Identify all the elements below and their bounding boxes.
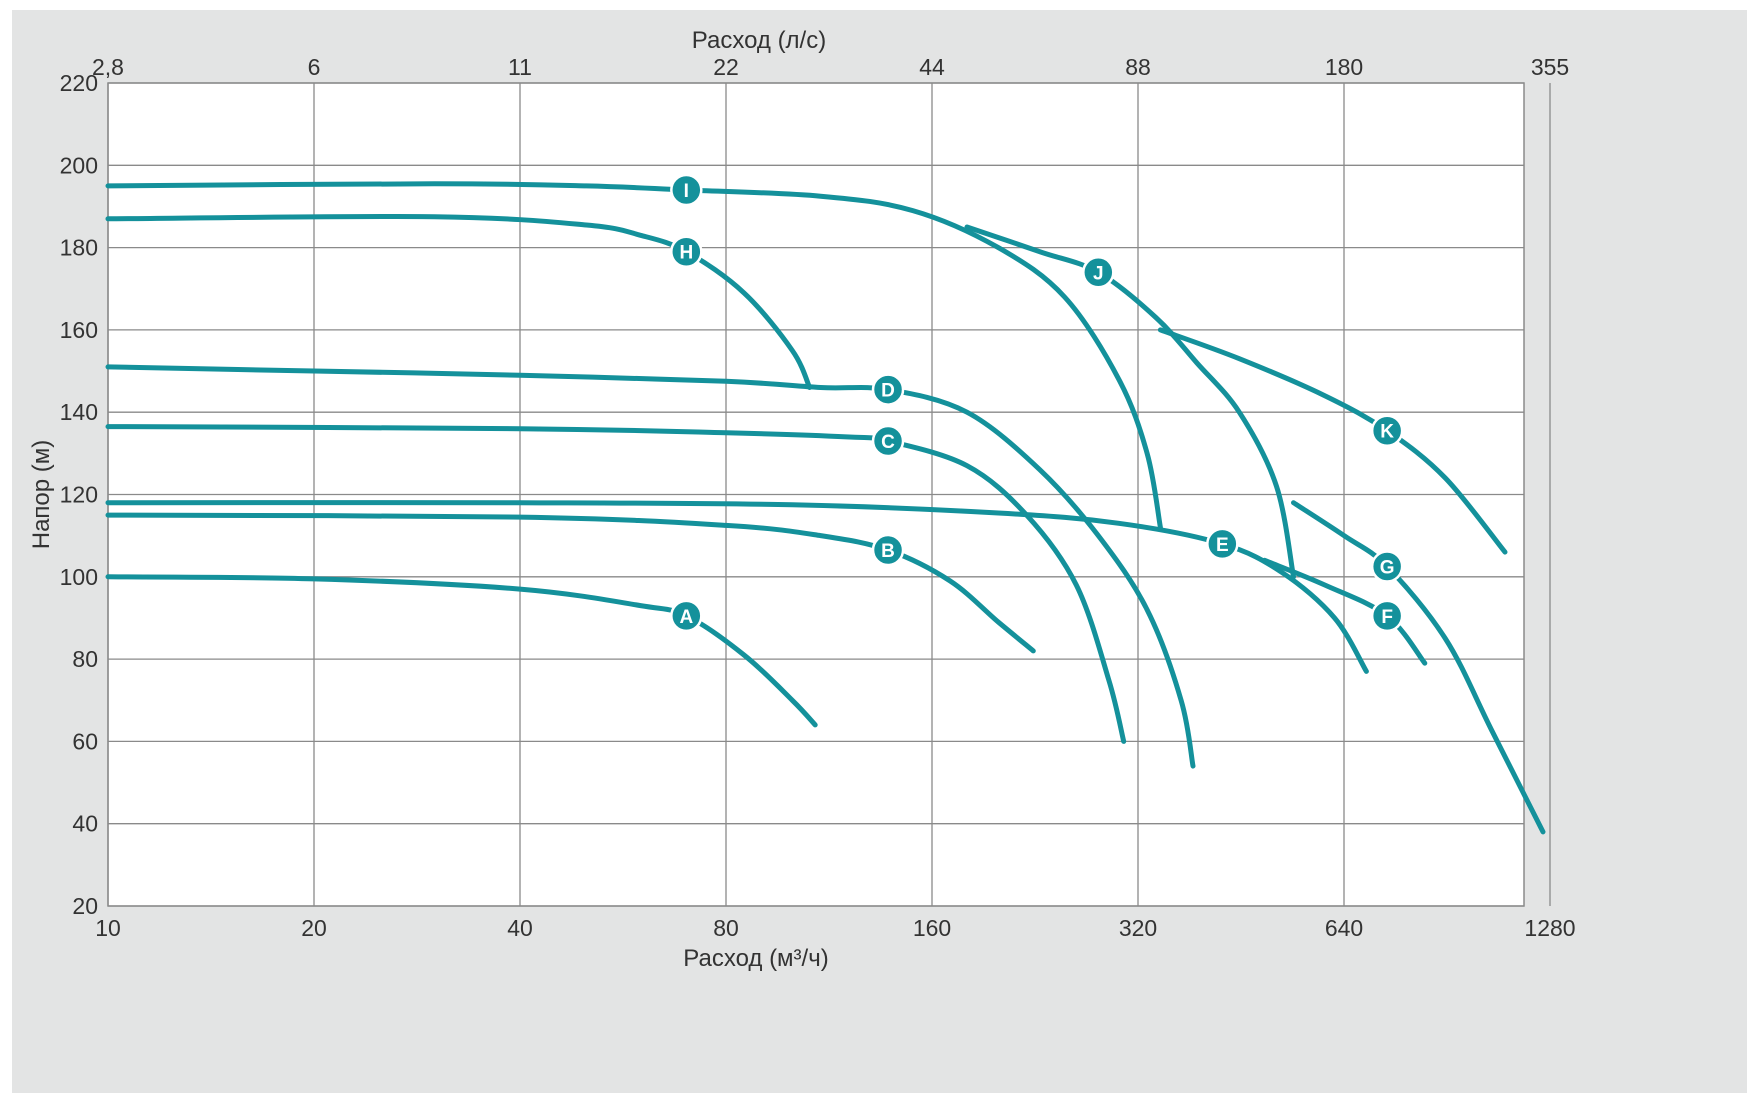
marker-label: E — [1216, 535, 1229, 556]
y-tick-label: 140 — [60, 399, 98, 425]
x2-tick-label: 355 — [1531, 54, 1569, 80]
y-tick-label: 120 — [60, 482, 98, 508]
curve-marker-c: C — [871, 424, 905, 458]
y-tick-label: 80 — [72, 646, 98, 672]
x-tick-label: 320 — [1119, 915, 1157, 941]
marker-circle — [670, 235, 703, 268]
marker-label: A — [679, 607, 693, 628]
marker-label: F — [1381, 607, 1393, 628]
marker-label: G — [1380, 558, 1395, 579]
curve-marker-j: J — [1082, 256, 1115, 289]
y-tick-label: 40 — [72, 811, 98, 837]
curve-a — [105, 574, 818, 728]
curve-marker-a: A — [670, 599, 703, 633]
marker-label: K — [1380, 422, 1394, 443]
y-tick-label: 220 — [60, 70, 98, 96]
x2-tick-label: 44 — [919, 54, 945, 80]
curve-e — [105, 500, 1369, 674]
x-tick-label: 40 — [507, 915, 533, 941]
x-tick-label: 10 — [95, 915, 121, 941]
curve-b — [105, 512, 1036, 654]
curves — [105, 181, 1546, 835]
curve-markers: A B C D E F G H I J K — [670, 173, 1404, 633]
curve-marker-f: F — [1370, 599, 1404, 633]
curve-f — [1262, 557, 1428, 666]
y-tick-label: 180 — [60, 235, 98, 261]
curve-g — [1291, 500, 1546, 835]
curve-k — [1157, 327, 1508, 555]
curve-i — [105, 181, 1163, 530]
marker-label: B — [881, 541, 895, 562]
x2-tick-label: 6 — [308, 54, 321, 80]
curve-marker-i: I — [670, 173, 703, 207]
grid — [107, 82, 1551, 907]
marker-label: I — [684, 181, 689, 202]
marker-label: D — [881, 381, 895, 402]
marker-circle — [1370, 414, 1404, 447]
x-tick-label: 80 — [713, 915, 739, 941]
y-tick-label: 200 — [60, 152, 98, 178]
marker-circle — [871, 424, 905, 458]
y-tick-label: 60 — [72, 728, 98, 754]
marker-label: H — [679, 243, 693, 264]
marker-circle — [670, 599, 703, 633]
x-tick-label: 640 — [1325, 915, 1363, 941]
x2-tick-label: 180 — [1325, 54, 1363, 80]
curve-marker-h: H — [670, 235, 703, 268]
marker-label: J — [1093, 263, 1104, 284]
marker-circle — [1206, 527, 1239, 561]
marker-circle — [1370, 599, 1404, 633]
y-axis-title: Напор (м) — [28, 440, 55, 550]
curve-marker-d: D — [871, 373, 905, 406]
marker-circle — [1370, 550, 1404, 583]
x-tick-label: 20 — [301, 915, 327, 941]
curve-h — [105, 213, 813, 390]
top-x-axis-title: Расход (л/с) — [692, 27, 826, 54]
x-tick-label: 1280 — [1524, 915, 1575, 941]
x2-tick-label: 2,8 — [92, 54, 124, 80]
marker-circle — [871, 373, 905, 406]
y-tick-label: 20 — [72, 893, 98, 919]
x-tick-label: 160 — [913, 915, 951, 941]
marker-circle — [670, 173, 703, 207]
marker-circle — [871, 533, 905, 567]
curve-j — [964, 224, 1296, 580]
curve-marker-g: G — [1370, 550, 1404, 583]
curve-marker-k: K — [1370, 414, 1404, 447]
marker-circle — [1082, 256, 1115, 289]
curve-marker-b: B — [871, 533, 905, 567]
bottom-x-axis-title: Расход (м³/ч) — [683, 945, 828, 972]
x2-tick-label: 11 — [508, 54, 532, 80]
marker-label: C — [881, 432, 895, 453]
x2-tick-label: 88 — [1125, 54, 1151, 80]
y-tick-label: 100 — [60, 564, 98, 590]
x2-tick-label: 22 — [713, 54, 739, 80]
curve-marker-e: E — [1206, 527, 1239, 561]
y-tick-label: 160 — [60, 317, 98, 343]
